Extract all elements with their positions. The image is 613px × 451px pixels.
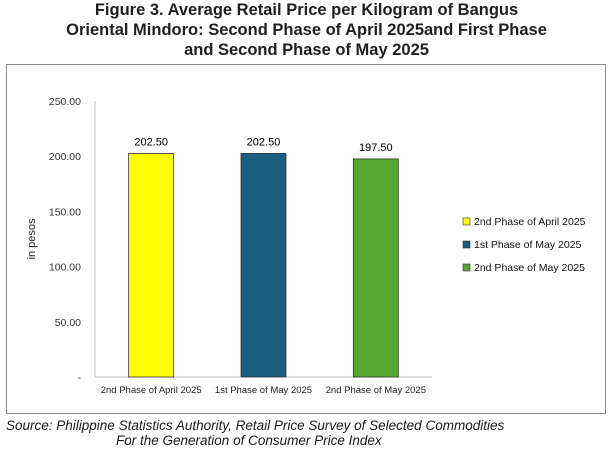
y-tick-label: 150.00 <box>49 206 81 218</box>
chart-title-line-1: Figure 3. Average Retail Price per Kilog… <box>94 1 519 19</box>
chart-title-line-3: and Second Phase of May 2025 <box>184 41 429 59</box>
bar <box>240 153 287 378</box>
data-label: 202.50 <box>134 136 168 148</box>
y-tick-label: 200.00 <box>49 151 81 163</box>
y-tick-label: 100.00 <box>49 262 81 274</box>
x-tick-label: 2nd Phase of May 2025 <box>326 385 426 396</box>
bar <box>352 158 399 378</box>
data-label: 197.50 <box>359 142 393 154</box>
x-tick-label: 2nd Phase of April 2025 <box>101 385 202 396</box>
data-label: 202.50 <box>247 136 281 148</box>
legend-swatch <box>462 240 471 249</box>
x-tick-label: 1st Phase of May 2025 <box>215 385 312 396</box>
legend-label: 2nd Phase of May 2025 <box>474 262 585 274</box>
legend-swatch <box>462 217 471 226</box>
legend-label: 2nd Phase of April 2025 <box>474 216 586 228</box>
y-tick-label: 250.00 <box>49 96 81 108</box>
chart-title-line-2: Oriental Mindoro: Second Phase of April … <box>66 21 547 39</box>
source-line-1: Source: Philippine Statistics Authority,… <box>6 418 505 433</box>
source-line-2: For the Generation of Consumer Price Ind… <box>116 433 382 448</box>
bar <box>128 153 175 378</box>
y-axis-title: in pesos <box>26 218 38 259</box>
legend-swatch <box>462 263 471 272</box>
legend-label: 1st Phase of May 2025 <box>474 239 582 251</box>
chart-title: Figure 3. Average Retail Price per Kilog… <box>0 0 613 60</box>
chart-area: - 50.00 100.00 150.00 200.00 250.00 in pesos 20… <box>6 64 606 414</box>
source-note: Source: Philippine Statistics Authority,… <box>6 418 606 448</box>
bar-chart: - 50.00 100.00 150.00 200.00 250.00 in pesos 20… <box>26 96 586 396</box>
y-tick-label: - <box>78 372 82 384</box>
y-tick-label: 50.00 <box>55 317 81 329</box>
